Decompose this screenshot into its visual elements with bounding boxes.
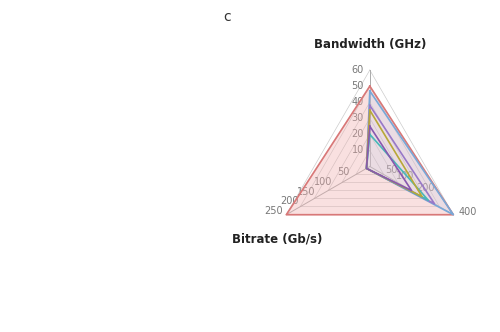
Text: 100: 100 xyxy=(396,171,414,181)
Text: Bitrate (Gb/s): Bitrate (Gb/s) xyxy=(232,232,322,245)
Text: 200: 200 xyxy=(416,183,435,193)
Text: 50: 50 xyxy=(352,81,364,91)
Text: 60: 60 xyxy=(352,65,364,75)
Text: Bandwidth (GHz): Bandwidth (GHz) xyxy=(314,38,426,51)
Text: 150: 150 xyxy=(298,187,316,197)
Text: c: c xyxy=(223,10,230,24)
Polygon shape xyxy=(366,91,454,215)
Text: 20: 20 xyxy=(352,129,364,139)
Text: 10: 10 xyxy=(352,145,364,155)
Text: 100: 100 xyxy=(314,177,332,187)
Text: 40: 40 xyxy=(352,97,364,107)
Text: 400: 400 xyxy=(458,207,476,217)
Text: 30: 30 xyxy=(352,113,364,123)
Polygon shape xyxy=(286,86,454,215)
Text: 250: 250 xyxy=(264,206,282,216)
Text: 200: 200 xyxy=(280,196,299,206)
Text: 50: 50 xyxy=(385,165,398,175)
Text: 50: 50 xyxy=(337,167,349,177)
